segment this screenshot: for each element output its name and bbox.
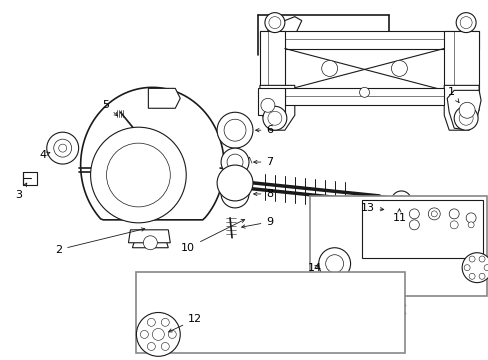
Text: 5: 5 bbox=[102, 100, 118, 116]
Polygon shape bbox=[447, 90, 480, 130]
Circle shape bbox=[468, 273, 474, 279]
Circle shape bbox=[468, 256, 474, 262]
Polygon shape bbox=[260, 31, 285, 110]
Circle shape bbox=[408, 209, 419, 219]
Circle shape bbox=[427, 208, 439, 220]
Polygon shape bbox=[128, 230, 170, 243]
Circle shape bbox=[59, 144, 66, 152]
Circle shape bbox=[221, 180, 248, 208]
Text: 14: 14 bbox=[307, 263, 321, 273]
Polygon shape bbox=[313, 250, 351, 278]
Text: 1: 1 bbox=[447, 87, 458, 103]
Circle shape bbox=[455, 13, 475, 32]
Circle shape bbox=[228, 188, 241, 200]
Polygon shape bbox=[23, 172, 37, 185]
Bar bbox=[309, 196, 486, 296]
Circle shape bbox=[461, 253, 488, 283]
Circle shape bbox=[143, 236, 157, 250]
Circle shape bbox=[217, 112, 252, 148]
Text: 8: 8 bbox=[253, 189, 273, 199]
Polygon shape bbox=[132, 238, 168, 248]
Text: 10: 10 bbox=[181, 220, 244, 253]
Circle shape bbox=[136, 312, 180, 356]
Text: 12: 12 bbox=[168, 314, 202, 332]
Bar bbox=[136, 272, 405, 353]
Circle shape bbox=[221, 148, 248, 176]
Circle shape bbox=[325, 255, 343, 273]
Text: 9: 9 bbox=[241, 217, 273, 228]
Text: 6: 6 bbox=[255, 125, 273, 135]
Text: 13: 13 bbox=[360, 203, 383, 213]
Circle shape bbox=[140, 330, 148, 338]
Polygon shape bbox=[267, 15, 301, 39]
Circle shape bbox=[458, 102, 474, 118]
Text: 11: 11 bbox=[391, 209, 406, 223]
Polygon shape bbox=[285, 88, 443, 105]
Circle shape bbox=[264, 13, 285, 32]
Circle shape bbox=[147, 318, 155, 326]
Circle shape bbox=[217, 165, 252, 201]
Circle shape bbox=[458, 111, 472, 125]
Circle shape bbox=[90, 127, 186, 223]
Circle shape bbox=[359, 87, 369, 97]
Circle shape bbox=[478, 256, 484, 262]
Polygon shape bbox=[258, 88, 285, 115]
Circle shape bbox=[224, 119, 245, 141]
Polygon shape bbox=[81, 87, 224, 220]
Circle shape bbox=[467, 222, 473, 228]
Circle shape bbox=[47, 132, 79, 164]
Polygon shape bbox=[148, 88, 180, 108]
Text: 2: 2 bbox=[55, 228, 144, 255]
Circle shape bbox=[147, 342, 155, 351]
Text: 7: 7 bbox=[253, 157, 273, 167]
Circle shape bbox=[483, 265, 488, 271]
Circle shape bbox=[161, 318, 169, 326]
Circle shape bbox=[449, 221, 457, 229]
Polygon shape bbox=[269, 318, 301, 332]
Circle shape bbox=[408, 220, 419, 230]
Circle shape bbox=[267, 111, 281, 125]
Circle shape bbox=[448, 209, 458, 219]
Polygon shape bbox=[260, 85, 294, 130]
Circle shape bbox=[318, 248, 350, 280]
Polygon shape bbox=[260, 31, 478, 49]
Polygon shape bbox=[443, 85, 478, 130]
Circle shape bbox=[459, 17, 471, 28]
Circle shape bbox=[453, 106, 477, 130]
Circle shape bbox=[463, 265, 469, 271]
Circle shape bbox=[168, 330, 176, 338]
Polygon shape bbox=[407, 214, 412, 222]
Circle shape bbox=[396, 196, 406, 206]
Circle shape bbox=[152, 328, 164, 340]
Circle shape bbox=[321, 60, 337, 76]
Circle shape bbox=[161, 342, 169, 351]
Bar bbox=[361, 200, 482, 258]
Polygon shape bbox=[443, 31, 478, 105]
Text: 4: 4 bbox=[39, 150, 50, 160]
Polygon shape bbox=[386, 214, 393, 222]
Circle shape bbox=[430, 211, 436, 217]
Circle shape bbox=[106, 143, 170, 207]
Circle shape bbox=[268, 17, 280, 28]
Text: 3: 3 bbox=[15, 183, 27, 200]
Circle shape bbox=[465, 213, 475, 223]
Circle shape bbox=[478, 273, 484, 279]
Circle shape bbox=[390, 191, 410, 211]
Circle shape bbox=[261, 98, 274, 112]
Circle shape bbox=[54, 139, 72, 157]
Circle shape bbox=[226, 154, 243, 170]
Circle shape bbox=[390, 60, 407, 76]
Circle shape bbox=[263, 106, 286, 130]
